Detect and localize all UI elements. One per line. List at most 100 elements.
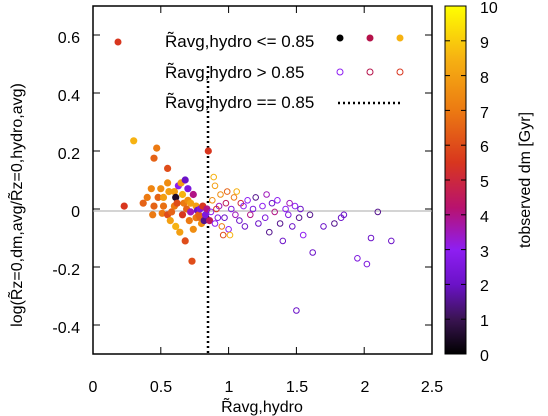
- filled-point: [188, 257, 196, 265]
- open-point: [214, 214, 222, 221]
- filled-point: [173, 199, 181, 207]
- y-tick-label: 0.2: [58, 146, 80, 163]
- open-point: [211, 182, 219, 190]
- open-point: [222, 199, 230, 207]
- open-point: [236, 217, 243, 224]
- filled-point: [206, 217, 214, 225]
- open-point: [225, 226, 232, 233]
- colorbar-tick-label: 1: [480, 313, 489, 330]
- filled-point: [178, 211, 187, 219]
- filled-point: [120, 202, 128, 210]
- filled-point: [150, 154, 158, 162]
- filled-point: [187, 199, 195, 207]
- x-tick-label: 1: [225, 379, 234, 396]
- open-point: [221, 214, 228, 221]
- open-point: [259, 202, 266, 210]
- x-tick-label: 2: [361, 379, 370, 396]
- open-point: [285, 211, 292, 219]
- open-point: [210, 173, 217, 181]
- open-point: [340, 211, 348, 219]
- open-point: [295, 214, 303, 221]
- colorbar-ticks: 10 9 8 7 6 5 4 3 2 1 0: [445, 0, 498, 365]
- open-point: [207, 208, 215, 216]
- colorbar-tick-label: 0: [480, 348, 489, 365]
- filled-point: [178, 190, 187, 199]
- open-point: [244, 197, 251, 204]
- open-point: [268, 199, 276, 207]
- plot-frame: [92, 5, 433, 355]
- legend-marker-filled: [114, 38, 122, 46]
- filled-point: [154, 193, 162, 201]
- x-axis-title: R̃avg,hydro: [221, 396, 303, 416]
- y-axis-title: log(R̃z=0,dm,avg/R̃z=0,hydro,avg): [6, 83, 26, 327]
- colorbar-tick-label: 4: [480, 209, 489, 226]
- filled-point: [200, 217, 208, 225]
- open-point: [263, 191, 270, 198]
- open-point: [219, 231, 227, 239]
- filled-point: [150, 202, 158, 210]
- legend-label-line: R̃avg,hydro == 0.85: [165, 92, 314, 112]
- filled-point: [149, 211, 157, 219]
- open-point: [363, 260, 371, 268]
- filled-point: [181, 237, 189, 245]
- filled-point: [153, 144, 161, 152]
- x-tick-label: 0: [89, 379, 98, 396]
- open-point: [282, 205, 289, 213]
- open-point: [289, 223, 296, 230]
- open-point: [228, 205, 235, 213]
- legend-label-filled: R̃avg,hydro <= 0.85: [165, 31, 314, 51]
- y-tick-label: -0.4: [52, 320, 80, 337]
- x-tick-label: 0.5: [150, 379, 172, 396]
- open-point: [276, 220, 284, 227]
- filled-point: [159, 193, 168, 201]
- y-tick-label: 0.6: [58, 30, 80, 47]
- open-point: [299, 231, 307, 239]
- data-points: [120, 137, 395, 314]
- colorbar-tick-label: 3: [480, 244, 489, 261]
- open-point: [247, 211, 254, 219]
- legend-label-open: R̃avg,hydro > 0.85: [165, 62, 304, 82]
- filled-point: [164, 179, 172, 187]
- colorbar-tick-label: 5: [480, 174, 489, 191]
- filled-point: [158, 209, 166, 217]
- y-tick-label: 0.4: [58, 88, 80, 105]
- y-tick-label: 0: [71, 204, 80, 221]
- filled-point: [176, 228, 184, 236]
- open-point: [217, 191, 224, 198]
- open-point: [286, 199, 293, 207]
- open-point: [374, 208, 382, 216]
- open-point: [261, 214, 269, 221]
- filled-point: [203, 205, 211, 213]
- filled-point: [189, 190, 197, 199]
- colorbar-title: tobserved dm [Gyr]: [517, 112, 534, 248]
- filled-point: [185, 217, 193, 225]
- open-point: [230, 194, 238, 201]
- open-point: [354, 254, 361, 262]
- open-point: [232, 211, 239, 219]
- open-point: [240, 202, 247, 210]
- open-point: [291, 202, 299, 210]
- open-point: [271, 208, 279, 216]
- filled-point: [147, 185, 155, 193]
- open-point: [209, 197, 216, 204]
- filled-point: [170, 188, 178, 196]
- open-point: [279, 237, 287, 245]
- open-point: [249, 205, 257, 213]
- colorbar-tick-label: 7: [480, 105, 489, 122]
- open-point: [388, 237, 395, 245]
- colorbar-tick-label: 6: [480, 139, 489, 156]
- legend-marker-black: [336, 34, 344, 42]
- open-point: [252, 194, 259, 201]
- open-point: [297, 205, 304, 213]
- legend-marker-open-purple: [336, 68, 344, 76]
- open-point: [218, 223, 226, 230]
- colorbar-tick-label: 9: [480, 35, 489, 52]
- filled-point: [168, 208, 176, 216]
- open-point: [241, 223, 249, 230]
- open-point: [274, 197, 281, 204]
- open-point: [223, 188, 231, 195]
- filled-point: [172, 193, 180, 201]
- legend-marker-crimson: [366, 34, 374, 42]
- x-tick-label: 2.5: [421, 379, 443, 396]
